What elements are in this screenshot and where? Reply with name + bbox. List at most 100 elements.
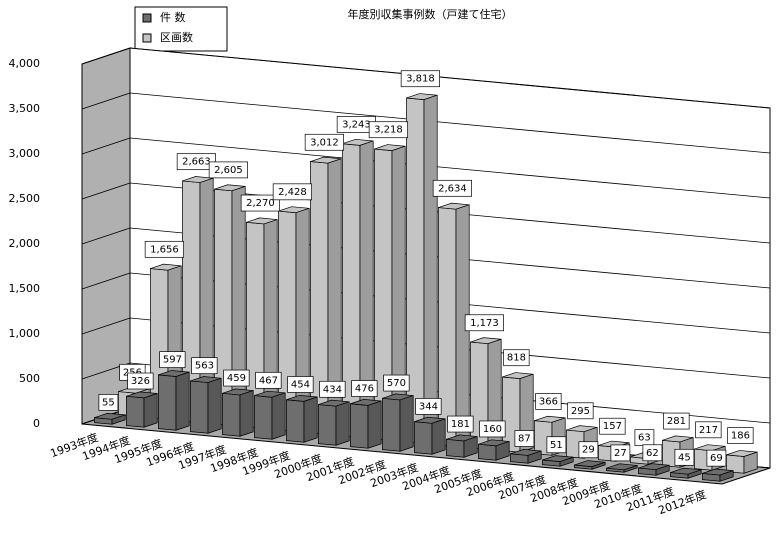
bar bbox=[318, 399, 350, 446]
value-label: 3,243 bbox=[342, 119, 371, 130]
value-label: 2,605 bbox=[214, 165, 243, 176]
value-label: 366 bbox=[539, 396, 558, 407]
grid-line bbox=[81, 317, 771, 379]
value-label: 818 bbox=[507, 353, 526, 364]
bar-side bbox=[367, 400, 382, 449]
value-label-box bbox=[240, 194, 280, 212]
bar bbox=[342, 138, 374, 438]
bar bbox=[606, 463, 638, 473]
bar bbox=[310, 156, 342, 435]
bar-side bbox=[111, 414, 126, 425]
value-label: 186 bbox=[731, 431, 750, 442]
bar-side bbox=[175, 371, 190, 431]
value-label: 62 bbox=[646, 448, 659, 459]
bar-side bbox=[591, 461, 606, 470]
bar-side bbox=[527, 450, 542, 464]
bar-side bbox=[655, 464, 670, 476]
value-label-box bbox=[706, 449, 727, 467]
value-label: 2,663 bbox=[182, 157, 211, 168]
bar-front bbox=[126, 395, 145, 428]
value-label: 2,634 bbox=[438, 183, 467, 194]
grid-line bbox=[81, 272, 771, 334]
bar-side bbox=[687, 469, 702, 479]
bar-front bbox=[446, 438, 465, 458]
value-label: 467 bbox=[259, 375, 278, 386]
value-label-box bbox=[400, 70, 440, 88]
value-label-box bbox=[223, 369, 250, 387]
bar bbox=[406, 93, 438, 444]
bar bbox=[510, 449, 542, 464]
bar-front bbox=[406, 97, 425, 444]
value-label-box bbox=[287, 376, 314, 393]
value-label: 326 bbox=[131, 376, 150, 387]
value-label: 2,428 bbox=[278, 187, 307, 198]
value-label: 157 bbox=[603, 421, 622, 432]
value-label: 344 bbox=[419, 401, 438, 412]
value-label: 51 bbox=[550, 440, 563, 451]
value-label: 3,012 bbox=[310, 137, 339, 148]
grid-line bbox=[81, 182, 771, 244]
bar bbox=[350, 399, 382, 449]
bar-side bbox=[743, 451, 758, 474]
bar bbox=[670, 467, 702, 479]
bar-front bbox=[254, 395, 273, 440]
bar bbox=[726, 450, 758, 474]
bar bbox=[286, 394, 318, 443]
y-tick-label: 3,500 bbox=[9, 102, 41, 115]
bar-side bbox=[431, 418, 446, 455]
value-label-box bbox=[415, 398, 442, 415]
value-label-box bbox=[567, 402, 594, 420]
bar bbox=[638, 463, 670, 476]
bar-front bbox=[414, 421, 433, 455]
value-label-box bbox=[546, 436, 567, 454]
value-label-box bbox=[479, 420, 506, 438]
bar-side bbox=[239, 390, 254, 437]
value-label-box bbox=[272, 183, 312, 201]
bar bbox=[190, 376, 222, 434]
value-label-box bbox=[663, 412, 690, 430]
value-label: 55 bbox=[102, 397, 115, 408]
value-label: 1,173 bbox=[470, 318, 499, 329]
value-label-box bbox=[383, 374, 410, 392]
grid-line bbox=[81, 47, 771, 109]
value-label: 281 bbox=[667, 416, 686, 427]
bar bbox=[542, 455, 574, 467]
value-label-box bbox=[447, 415, 474, 433]
value-label: 160 bbox=[483, 424, 502, 435]
legend-label: 件 数 bbox=[160, 11, 186, 24]
value-label-box bbox=[610, 444, 631, 462]
y-tick-label: 4,000 bbox=[9, 57, 41, 70]
bar bbox=[214, 184, 246, 426]
bar-side bbox=[399, 395, 414, 452]
bar bbox=[382, 393, 414, 452]
bar-front bbox=[190, 380, 209, 434]
grid-line bbox=[81, 227, 771, 289]
bar bbox=[126, 391, 158, 428]
bar-side bbox=[463, 436, 478, 458]
bar-side bbox=[143, 393, 158, 428]
value-label-box bbox=[695, 421, 722, 439]
value-label-box bbox=[304, 133, 344, 151]
grid-line bbox=[81, 92, 771, 154]
y-tick-label: 1,000 bbox=[9, 327, 41, 340]
value-label-box bbox=[191, 357, 218, 375]
value-label: 476 bbox=[355, 384, 374, 395]
bar-side bbox=[335, 401, 350, 446]
value-label: 29 bbox=[582, 445, 595, 456]
value-label: 570 bbox=[387, 378, 406, 389]
bar-front bbox=[350, 403, 369, 449]
legend-label: 区画数 bbox=[160, 31, 193, 44]
bar-side bbox=[423, 94, 438, 444]
value-label-box bbox=[727, 427, 754, 444]
bar-side bbox=[271, 392, 286, 440]
value-label: 3,818 bbox=[406, 74, 435, 85]
bar-side bbox=[623, 464, 638, 473]
legend-swatch bbox=[142, 33, 152, 43]
bar bbox=[446, 434, 478, 458]
value-label-box bbox=[599, 417, 626, 435]
bar-side bbox=[303, 396, 318, 443]
bar-front bbox=[318, 404, 337, 446]
bar-side bbox=[559, 456, 574, 467]
y-tick-label: 3,000 bbox=[9, 147, 41, 160]
bar bbox=[374, 144, 406, 441]
